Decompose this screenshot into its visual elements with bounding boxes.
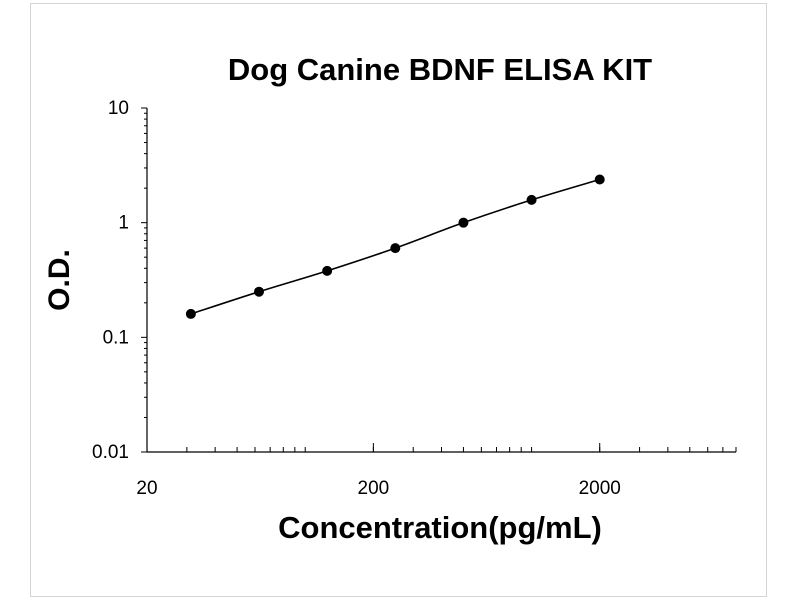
data-point xyxy=(526,194,537,205)
data-point xyxy=(458,217,469,228)
y-tick-label: 0.1 xyxy=(103,327,129,348)
data-point xyxy=(322,265,333,276)
data-point xyxy=(185,308,196,319)
x-tick-label: 2000 xyxy=(579,478,621,499)
x-tick-label: 20 xyxy=(136,478,157,499)
y-tick-label: 10 xyxy=(108,98,129,119)
chart-marks xyxy=(185,174,605,319)
chart-title: Dog Canine BDNF ELISA KIT xyxy=(227,52,653,87)
data-point xyxy=(390,243,401,254)
x-axis-label: Concentration(pg/mL) xyxy=(278,510,602,545)
data-point xyxy=(594,174,605,185)
y-tick-label: 0.01 xyxy=(92,442,129,463)
data-point xyxy=(254,286,265,297)
x-tick-label: 200 xyxy=(358,478,390,499)
y-tick-label: 1 xyxy=(118,213,129,234)
chart-frame xyxy=(30,3,767,597)
axes: 10 1 0.1 0.01 20 200 2000 xyxy=(92,98,737,499)
